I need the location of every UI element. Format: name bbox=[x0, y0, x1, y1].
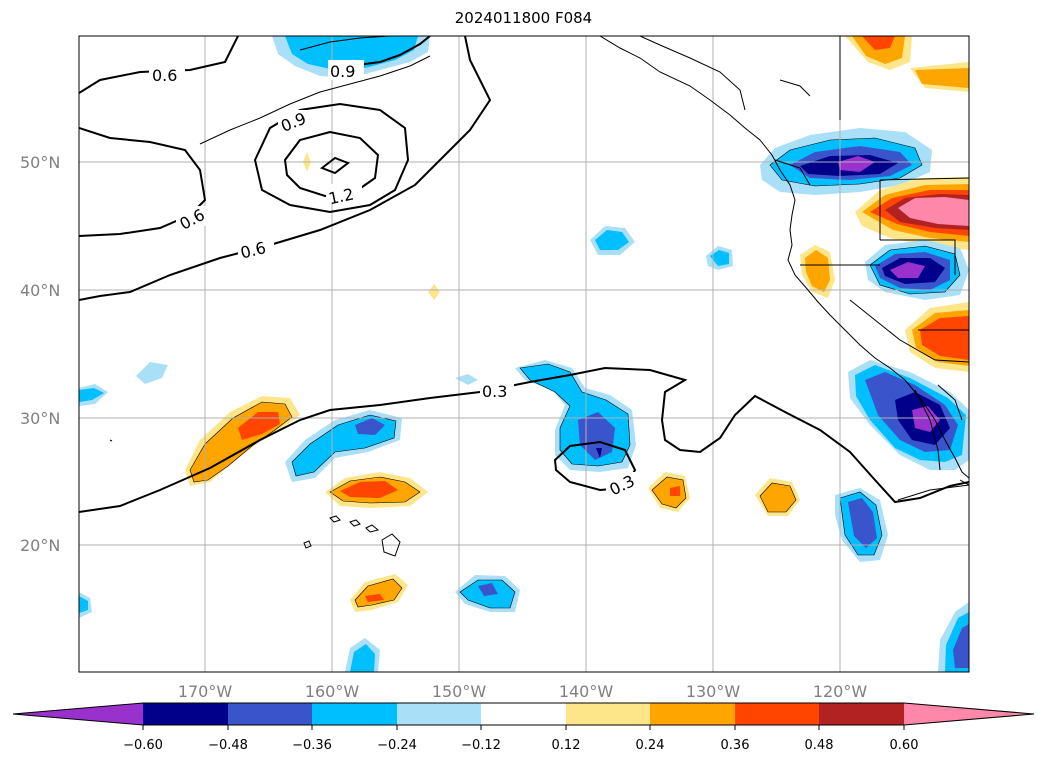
lon-tick-label: 130°W bbox=[686, 682, 741, 701]
anomaly-blob bbox=[79, 388, 104, 402]
contour-label: 0.3 bbox=[482, 382, 507, 401]
anomaly-blob bbox=[848, 498, 877, 548]
colorbar-segment bbox=[735, 703, 819, 725]
anomaly-blob bbox=[898, 197, 969, 226]
anomaly-shading bbox=[79, 36, 969, 672]
anomaly-blob bbox=[340, 481, 398, 498]
lon-axis: 170°W 160°W 150°W 140°W 130°W 120°W bbox=[178, 682, 868, 701]
anomaly-blob bbox=[136, 362, 168, 384]
coastlines bbox=[109, 36, 969, 557]
colorbar-extend-low bbox=[13, 703, 143, 725]
colorbar-segment bbox=[228, 703, 312, 725]
colorbar-segment bbox=[566, 703, 650, 725]
lat-axis: 50°N 40°N 30°N 20°N bbox=[20, 153, 60, 555]
anomaly-blob bbox=[912, 406, 940, 432]
anomaly-blob bbox=[596, 448, 602, 458]
colorbar-extend-high bbox=[904, 703, 1034, 725]
colorbar-tick-label: 0.24 bbox=[636, 738, 665, 753]
lat-tick-label: 20°N bbox=[20, 536, 60, 555]
colorbar-segment bbox=[481, 703, 566, 725]
anomaly-blob bbox=[478, 583, 498, 596]
anomaly-blob bbox=[953, 624, 969, 668]
colorbar-tick-label: 0.12 bbox=[552, 738, 581, 753]
colorbar-tick-label: −0.36 bbox=[292, 738, 332, 753]
anomaly-blob bbox=[710, 250, 729, 266]
lat-tick-label: 30°N bbox=[20, 409, 60, 428]
colorbar-tick-label: −0.48 bbox=[208, 738, 248, 753]
anomaly-blob bbox=[355, 579, 402, 607]
contour-label: 1.2 bbox=[327, 184, 356, 208]
colorbar-segment bbox=[650, 703, 735, 725]
colorbar-tick-label: −0.12 bbox=[461, 738, 501, 753]
anomaly-blob bbox=[760, 483, 796, 512]
anomaly-blob bbox=[595, 230, 629, 250]
colorbar-segment bbox=[819, 703, 904, 725]
lon-tick-label: 170°W bbox=[178, 682, 233, 701]
colorbar-segment bbox=[143, 703, 228, 725]
map-plot-area: 0.6 0.9 0.9 1.2 0.6 0.6 0.3 0.3 bbox=[79, 36, 969, 672]
anomaly-blob bbox=[862, 36, 895, 50]
anomaly-blob bbox=[365, 594, 384, 602]
lat-tick-label: 50°N bbox=[20, 153, 60, 172]
anomaly-blob bbox=[805, 250, 830, 292]
lon-tick-label: 120°W bbox=[813, 682, 868, 701]
colorbar-tick-label: 0.36 bbox=[721, 738, 750, 753]
anomaly-blob bbox=[670, 486, 680, 496]
colorbar-tick-label: 0.60 bbox=[890, 738, 919, 753]
anomaly-blob bbox=[79, 596, 88, 613]
lon-tick-label: 140°W bbox=[559, 682, 614, 701]
anomaly-blob bbox=[915, 68, 969, 88]
anomaly-blob bbox=[890, 262, 925, 278]
anomaly-blob bbox=[838, 156, 875, 172]
lon-tick-label: 160°W bbox=[305, 682, 360, 701]
colorbar: −0.60 −0.48 −0.36 −0.24 −0.12 0.12 0.24 … bbox=[12, 702, 1035, 753]
anomaly-blob bbox=[285, 36, 418, 70]
map-title: 2024011800 F084 bbox=[454, 9, 593, 27]
lat-tick-label: 40°N bbox=[20, 281, 60, 300]
anomaly-blob bbox=[428, 284, 440, 300]
lon-tick-label: 150°W bbox=[432, 682, 487, 701]
anomaly-blob bbox=[578, 412, 615, 460]
anomaly-blob bbox=[652, 477, 686, 508]
anomaly-blob bbox=[455, 374, 478, 385]
colorbar-segment bbox=[397, 703, 481, 725]
anomaly-blob bbox=[920, 316, 969, 360]
shading-outlines bbox=[189, 137, 961, 609]
anomaly-blob bbox=[238, 412, 280, 440]
anomaly-blob bbox=[350, 644, 375, 672]
colorbar-segment bbox=[312, 703, 397, 725]
contour-label: 0.6 bbox=[152, 66, 177, 85]
colorbar-tick-label: −0.60 bbox=[123, 738, 163, 753]
colorbar-tick-label: −0.24 bbox=[377, 738, 417, 753]
contour-label: 0.9 bbox=[330, 62, 355, 81]
graticule bbox=[79, 36, 969, 672]
contour-labels: 0.6 0.9 0.9 1.2 0.6 0.6 0.3 0.3 bbox=[149, 60, 640, 499]
map-frame bbox=[78, 35, 970, 673]
colorbar-tick-label: 0.48 bbox=[805, 738, 834, 753]
anomaly-blob bbox=[355, 418, 385, 435]
